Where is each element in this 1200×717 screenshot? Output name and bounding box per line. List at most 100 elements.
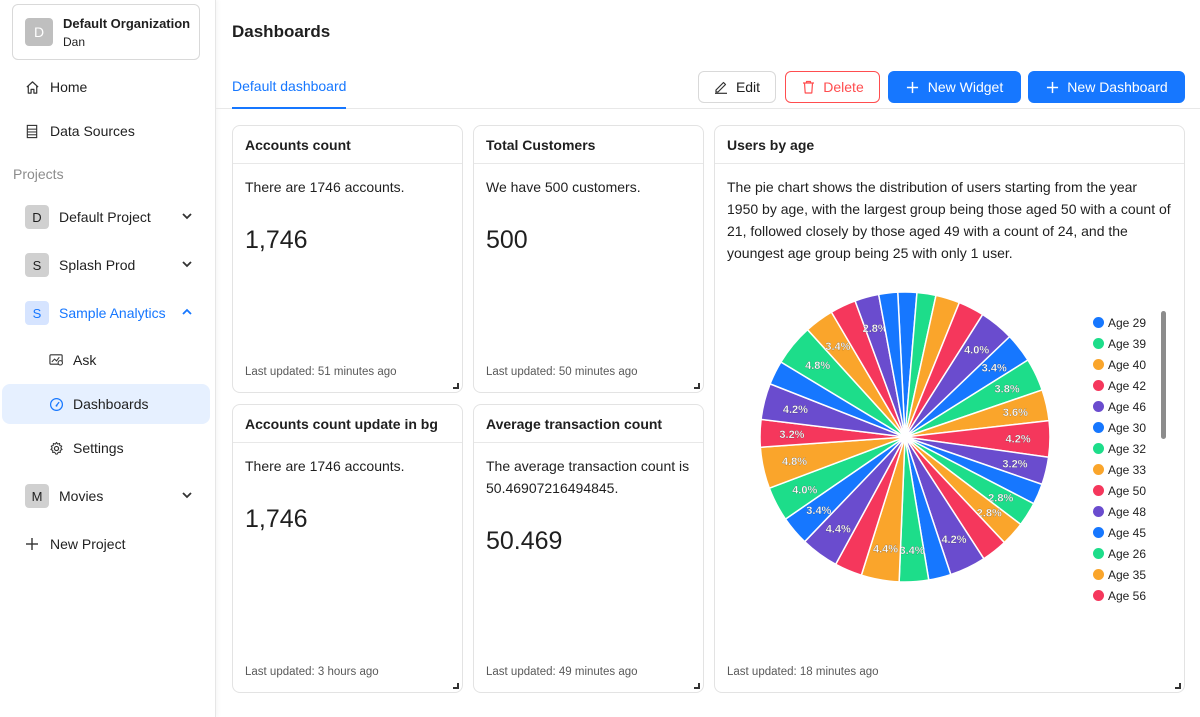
legend-item[interactable]: Age 26 [1093,543,1173,564]
tab-default-dashboard[interactable]: Default dashboard [232,78,347,109]
new-project-label: New Project [50,536,126,552]
project-splash-prod[interactable]: S Splash Prod [0,245,210,285]
resize-handle[interactable] [453,683,459,689]
widget-value: 1,746 [245,505,308,533]
legend-label: Age 33 [1108,462,1147,477]
project-name: Splash Prod [59,257,136,273]
project-name: Movies [59,488,104,504]
legend-label: Age 40 [1108,357,1147,372]
legend-scrollbar[interactable] [1161,311,1166,439]
main-content: Dashboards Default dashboard Edit Delete… [216,0,1200,717]
page-title: Dashboards [232,22,331,41]
delete-button[interactable]: Delete [785,71,880,103]
plus-icon [24,536,40,552]
legend-item[interactable]: Age 45 [1093,522,1173,543]
new-dashboard-button[interactable]: New Dashboard [1028,71,1185,103]
project-movies[interactable]: M Movies [0,476,210,516]
widget-last-updated: Last updated: 49 minutes ago [486,666,638,678]
widget-total-customers[interactable]: Total Customers We have 500 customers. 5… [473,125,704,393]
widget-average-transaction[interactable]: Average transaction count The average tr… [473,404,704,693]
resize-handle[interactable] [694,683,700,689]
legend-label: Age 39 [1108,336,1147,351]
legend-swatch [1093,590,1104,601]
project-name: Sample Analytics [59,305,166,321]
project-sample-analytics[interactable]: S Sample Analytics [0,293,210,333]
widget-accounts-count-bg[interactable]: Accounts count update in bg There are 17… [232,404,463,693]
chevron-down-icon [182,213,192,220]
legend-swatch [1093,317,1104,328]
widget-users-by-age[interactable]: Users by age The pie chart shows the dis… [714,125,1185,693]
widget-accounts-count[interactable]: Accounts count There are 1746 accounts. … [232,125,463,393]
trash-icon [801,80,815,94]
legend-item[interactable]: Age 56 [1093,585,1173,606]
legend-item[interactable]: Age 32 [1093,438,1173,459]
slice-label: 3.2% [1002,458,1027,470]
legend-item[interactable]: Age 42 [1093,375,1173,396]
legend-label: Age 45 [1108,525,1147,540]
project-avatar: S [25,301,49,325]
legend-item[interactable]: Age 39 [1093,333,1173,354]
legend-item[interactable]: Age 29 [1093,312,1173,333]
pie-slice[interactable] [877,292,906,438]
slice-label: 4.8% [805,360,830,372]
legend-label: Age 32 [1108,441,1147,456]
legend-item[interactable]: Age 50 [1093,480,1173,501]
org-user: Dan [63,34,86,49]
widget-value: 1,746 [245,226,308,254]
slice-label: 4.0% [792,484,817,496]
org-switcher[interactable]: D Default Organization Dan [12,4,200,60]
tabs-divider [216,108,1200,109]
resize-handle[interactable] [1175,683,1181,689]
legend-label: Age 30 [1108,420,1147,435]
sidebar-item-home[interactable]: Home [0,67,210,107]
legend-swatch [1093,359,1104,370]
widget-description: There are 1746 accounts. [245,179,405,195]
legend-label: Age 46 [1108,399,1147,414]
project-avatar: S [25,253,49,277]
edit-label: Edit [735,79,761,95]
slice-label: 3.8% [995,383,1020,395]
new-widget-label: New Widget [927,79,1004,95]
delete-label: Delete [823,79,864,95]
legend-label: Age 35 [1108,567,1147,582]
widget-title: Average transaction count [474,405,703,443]
edit-button[interactable]: Edit [698,71,776,103]
legend-label: Age 50 [1108,483,1147,498]
home-icon [24,79,40,95]
sidebar-item-ask[interactable]: Ask [0,340,210,380]
resize-handle[interactable] [453,383,459,389]
chevron-up-icon [182,308,192,315]
legend-swatch [1093,338,1104,349]
slice-label: 3.4% [899,545,924,557]
legend-item[interactable]: Age 48 [1093,501,1173,522]
chart-legend: Age 29 Age 39 Age 40 Age 42 Age 46 Age 30 Age … [1093,312,1173,606]
pie-chart[interactable]: 4.0% 3.4% 3.8% 3.6% 4.2% 3.2% 2.8% 2.8% 4.2% 3.4%… [755,292,1055,592]
legend-swatch [1093,443,1104,454]
project-avatar: M [25,484,49,508]
widget-value: 500 [486,226,528,254]
sidebar-item-data-sources[interactable]: Data Sources [0,111,210,151]
widget-title: Total Customers [474,126,703,164]
widget-last-updated: Last updated: 3 hours ago [245,666,379,678]
legend-item[interactable]: Age 30 [1093,417,1173,438]
sidebar-item-label: Home [50,79,88,95]
new-widget-button[interactable]: New Widget [888,71,1021,103]
new-project-button[interactable]: New Project [0,524,210,564]
widget-last-updated: Last updated: 51 minutes ago [245,366,397,378]
legend-label: Age 48 [1108,504,1147,519]
slice-label: 4.8% [782,456,807,468]
chevron-down-icon [182,261,192,268]
project-default-project[interactable]: D Default Project [0,197,210,237]
slice-label: 3.4% [982,362,1007,374]
legend-label: Age 56 [1108,588,1147,603]
legend-item[interactable]: Age 35 [1093,564,1173,585]
sidebar-item-settings[interactable]: Settings [0,428,210,468]
resize-handle[interactable] [694,383,700,389]
legend-item[interactable]: Age 40 [1093,354,1173,375]
legend-item[interactable]: Age 46 [1093,396,1173,417]
legend-item[interactable]: Age 33 [1093,459,1173,480]
slice-label: 2.8% [988,492,1013,504]
sidebar-item-dashboards[interactable]: Dashboards [2,384,210,424]
plus-icon [906,80,920,94]
